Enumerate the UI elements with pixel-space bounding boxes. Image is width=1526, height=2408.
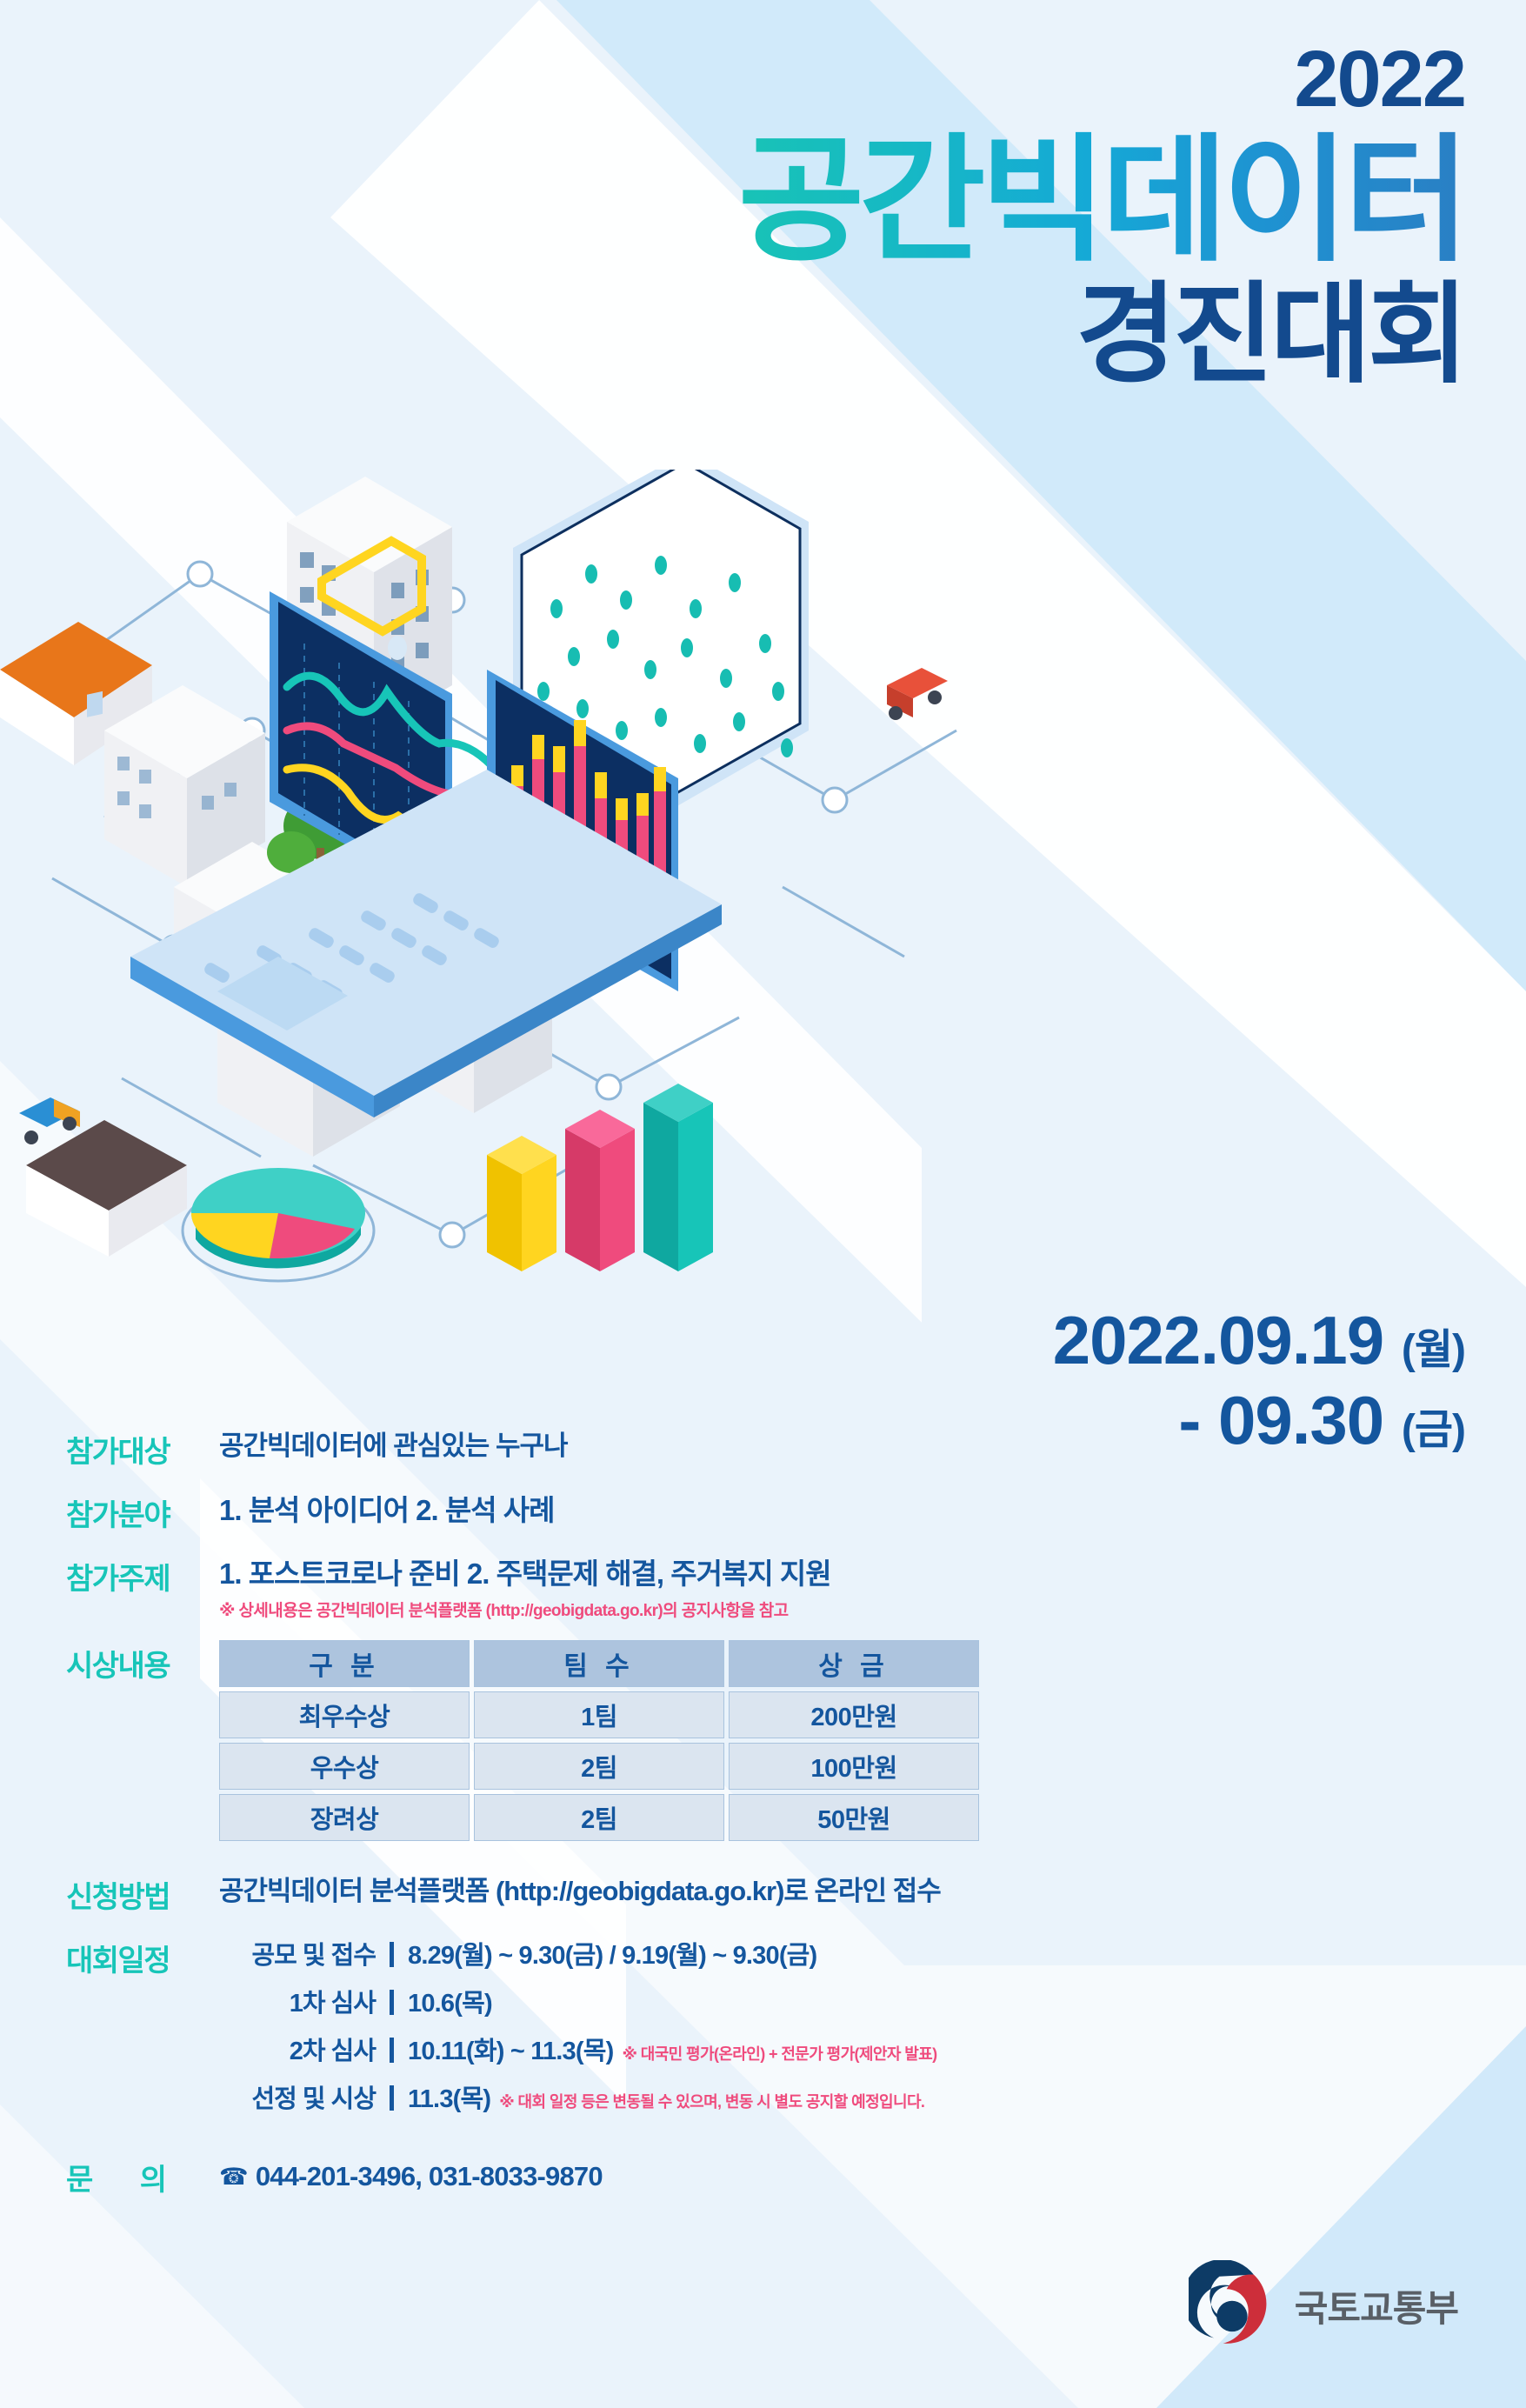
date-end: - 09.30 bbox=[1178, 1382, 1384, 1459]
schedule-item-value: 10.6(목) bbox=[408, 1989, 493, 2018]
value-contact-wrap: ☎ 044-201-3496, 031-8033-9870 bbox=[219, 2161, 603, 2192]
trackpad bbox=[217, 957, 348, 1031]
date-start: 2022.09.19 bbox=[1052, 1302, 1384, 1378]
schedule-divider-icon bbox=[390, 1989, 394, 2015]
table-header-cell: 상 금 bbox=[729, 1639, 979, 1687]
date-start-day: (월) bbox=[1401, 1327, 1466, 1373]
line-series-pink bbox=[283, 722, 454, 798]
truck-red-icon bbox=[887, 668, 948, 720]
footer-ministry-logo: 국토교통부 bbox=[1188, 2260, 1459, 2351]
page-subtitle: 경진대회 bbox=[1076, 272, 1469, 396]
info-row-field: 참가분야 1. 분석 아이디어 2. 분석 사례 bbox=[66, 1490, 1457, 1534]
info-row-schedule: 대회일정 공모 및 접수 8.29(월) ~ 9.30(금) / 9.19(월)… bbox=[66, 1935, 1457, 2126]
year-label: 2022 bbox=[1294, 35, 1467, 123]
table-row: 우수상 2팀 100만원 bbox=[219, 1742, 979, 1790]
awards-table: 구 분 팀 수 상 금 최우수상 1팀 200만원 우수상 2팀 100만원 bbox=[215, 1636, 983, 1845]
table-cell: 50만원 bbox=[729, 1793, 979, 1841]
value-topic: 1. 포스트코로나 준비 2. 주택문제 해결, 주거복지 지원 bbox=[219, 1558, 832, 1590]
data-dots bbox=[537, 556, 793, 757]
house-orange bbox=[0, 622, 152, 765]
schedule-item: 공모 및 접수 8.29(월) ~ 9.30(금) / 9.19(월) ~ 9.… bbox=[219, 1935, 937, 1971]
schedule-list: 공모 및 접수 8.29(월) ~ 9.30(금) / 9.19(월) ~ 9.… bbox=[219, 1935, 937, 2126]
ministry-name: 국토교통부 bbox=[1294, 2287, 1459, 2329]
label-topic: 참가주제 bbox=[66, 1563, 171, 1596]
house-dark bbox=[26, 1120, 187, 1257]
table-row: 장려상 2팀 50만원 bbox=[219, 1793, 979, 1841]
event-date: 2022.09.19 (월) - 09.30 (금) bbox=[1052, 1300, 1466, 1460]
label-field: 참가분야 bbox=[66, 1499, 171, 1532]
table-cell: 장려상 bbox=[219, 1793, 470, 1841]
table-header-cell: 구 분 bbox=[219, 1639, 470, 1687]
line-series-teal bbox=[283, 671, 496, 770]
table-cell: 우수상 bbox=[219, 1742, 470, 1790]
laptop-illustration bbox=[130, 452, 809, 1117]
info-row-topic: 참가주제 1. 포스트코로나 준비 2. 주택문제 해결, 주거복지 지원 ※ … bbox=[66, 1553, 1457, 1621]
info-row-target: 참가대상 공간빅데이터에 관심있는 누구나 bbox=[66, 1426, 1457, 1471]
building-mid-left bbox=[104, 685, 265, 887]
bar-chart-illustration bbox=[487, 1084, 713, 1271]
isometric-city-illustration bbox=[0, 452, 1000, 1322]
table-header-cell: 팀 수 bbox=[474, 1639, 724, 1687]
page-title: 공간빅데이터 bbox=[737, 124, 1470, 278]
info-section: 참가대상 공간빅데이터에 관심있는 누구나 참가분야 1. 분석 아이디어 2.… bbox=[66, 1426, 1457, 2198]
date-end-day: (금) bbox=[1401, 1407, 1466, 1454]
table-cell: 2팀 bbox=[474, 1742, 724, 1790]
schedule-divider-icon bbox=[390, 2084, 394, 2111]
label-schedule: 대회일정 bbox=[66, 1944, 171, 1978]
schedule-divider-icon bbox=[390, 1941, 394, 1967]
schedule-item: 1차 심사 10.6(목) bbox=[219, 1983, 937, 2019]
value-target: 공간빅데이터에 관심있는 누구나 bbox=[219, 1431, 569, 1461]
table-cell: 2팀 bbox=[474, 1793, 724, 1841]
schedule-item-note: ※ 대국민 평가(온라인) + 전문가 평가(제안자 발표) bbox=[622, 2044, 937, 2063]
table-cell: 200만원 bbox=[729, 1691, 979, 1738]
poster-header: 2022 공간빅데이터 경진대회 bbox=[737, 35, 1470, 396]
schedule-divider-icon bbox=[390, 2037, 394, 2063]
schedule-item-name: 공모 및 접수 bbox=[251, 1941, 377, 1970]
schedule-item-value: 11.3(목) bbox=[408, 2084, 491, 2113]
info-row-apply: 신청방법 공간빅데이터 분석플랫폼 (http://geobigdata.go.… bbox=[66, 1871, 1457, 1916]
table-header-row: 구 분 팀 수 상 금 bbox=[219, 1639, 979, 1687]
schedule-item-name: 선정 및 시상 bbox=[251, 2084, 377, 2113]
table-cell: 최우수상 bbox=[219, 1691, 470, 1738]
schedule-item: 2차 심사 10.11(화) ~ 11.3(목) ※ 대국민 평가(온라인) +… bbox=[219, 2031, 937, 2067]
label-awards: 시상내용 bbox=[66, 1649, 171, 1683]
schedule-item-value: 8.29(월) ~ 9.30(금) / 9.19(월) ~ 9.30(금) bbox=[408, 1941, 817, 1970]
phone-icon: ☎ bbox=[219, 2163, 249, 2190]
value-apply: 공간빅데이터 분석플랫폼 (http://geobigdata.go.kr)로 … bbox=[219, 1875, 942, 1906]
table-cell: 100만원 bbox=[729, 1742, 979, 1790]
label-target: 참가대상 bbox=[66, 1436, 171, 1469]
truck-blue-icon bbox=[19, 1097, 80, 1144]
info-row-contact: 문 의 ☎ 044-201-3496, 031-8033-9870 bbox=[66, 2156, 1457, 2198]
table-row: 최우수상 1팀 200만원 bbox=[219, 1691, 979, 1738]
schedule-item-name: 1차 심사 bbox=[289, 1989, 377, 2018]
schedule-item: 선정 및 시상 11.3(목) ※ 대회 일정 등은 변동될 수 있으며, 변동… bbox=[219, 2078, 937, 2115]
info-row-awards: 시상내용 구 분 팀 수 상 금 최우수상 1팀 200만원 bbox=[66, 1639, 1457, 1845]
pie-chart-illustration bbox=[181, 1168, 376, 1283]
schedule-item-value: 10.11(화) ~ 11.3(목) bbox=[408, 2037, 614, 2065]
value-field: 1. 분석 아이디어 2. 분석 사례 bbox=[219, 1494, 555, 1526]
schedule-item-note: ※ 대회 일정 등은 변동될 수 있으며, 변동 시 별도 공지할 예정입니다. bbox=[499, 2092, 925, 2111]
table-cell: 1팀 bbox=[474, 1691, 724, 1738]
topic-note: ※ 상세내용은 공간빅데이터 분석플랫폼 (http://geobigdata.… bbox=[219, 1601, 789, 1620]
label-contact: 문 의 bbox=[66, 2163, 187, 2197]
schedule-item-name: 2차 심사 bbox=[289, 2037, 377, 2065]
taegeuk-logo-icon bbox=[1188, 2260, 1267, 2344]
value-contact: 044-201-3496, 031-8033-9870 bbox=[255, 2161, 603, 2192]
label-apply: 신청방법 bbox=[66, 1880, 171, 1914]
